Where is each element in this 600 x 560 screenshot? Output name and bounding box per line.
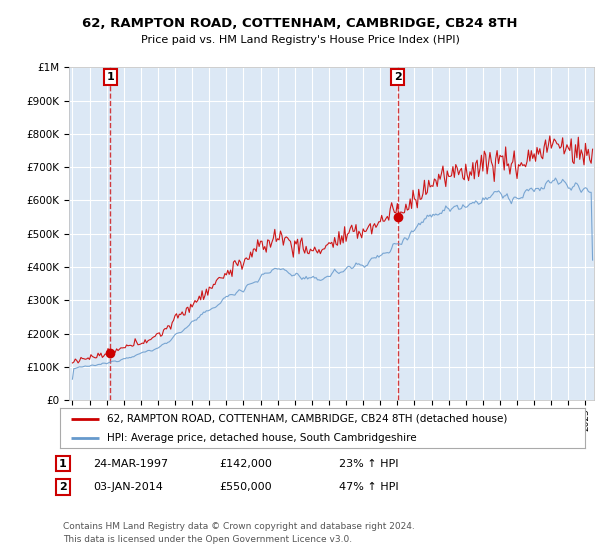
Text: £142,000: £142,000 <box>219 459 272 469</box>
Text: 1: 1 <box>107 72 114 82</box>
Text: 2: 2 <box>394 72 401 82</box>
Text: HPI: Average price, detached house, South Cambridgeshire: HPI: Average price, detached house, Sout… <box>107 433 417 443</box>
Text: Price paid vs. HM Land Registry's House Price Index (HPI): Price paid vs. HM Land Registry's House … <box>140 35 460 45</box>
Text: 2: 2 <box>59 482 67 492</box>
Text: Contains HM Land Registry data © Crown copyright and database right 2024.: Contains HM Land Registry data © Crown c… <box>63 522 415 531</box>
Text: This data is licensed under the Open Government Licence v3.0.: This data is licensed under the Open Gov… <box>63 535 352 544</box>
Text: 47% ↑ HPI: 47% ↑ HPI <box>339 482 398 492</box>
Text: £550,000: £550,000 <box>219 482 272 492</box>
Text: 62, RAMPTON ROAD, COTTENHAM, CAMBRIDGE, CB24 8TH: 62, RAMPTON ROAD, COTTENHAM, CAMBRIDGE, … <box>82 17 518 30</box>
Text: 62, RAMPTON ROAD, COTTENHAM, CAMBRIDGE, CB24 8TH (detached house): 62, RAMPTON ROAD, COTTENHAM, CAMBRIDGE, … <box>107 414 508 423</box>
Text: 1: 1 <box>59 459 67 469</box>
Text: 23% ↑ HPI: 23% ↑ HPI <box>339 459 398 469</box>
Text: 24-MAR-1997: 24-MAR-1997 <box>93 459 168 469</box>
Text: 03-JAN-2014: 03-JAN-2014 <box>93 482 163 492</box>
